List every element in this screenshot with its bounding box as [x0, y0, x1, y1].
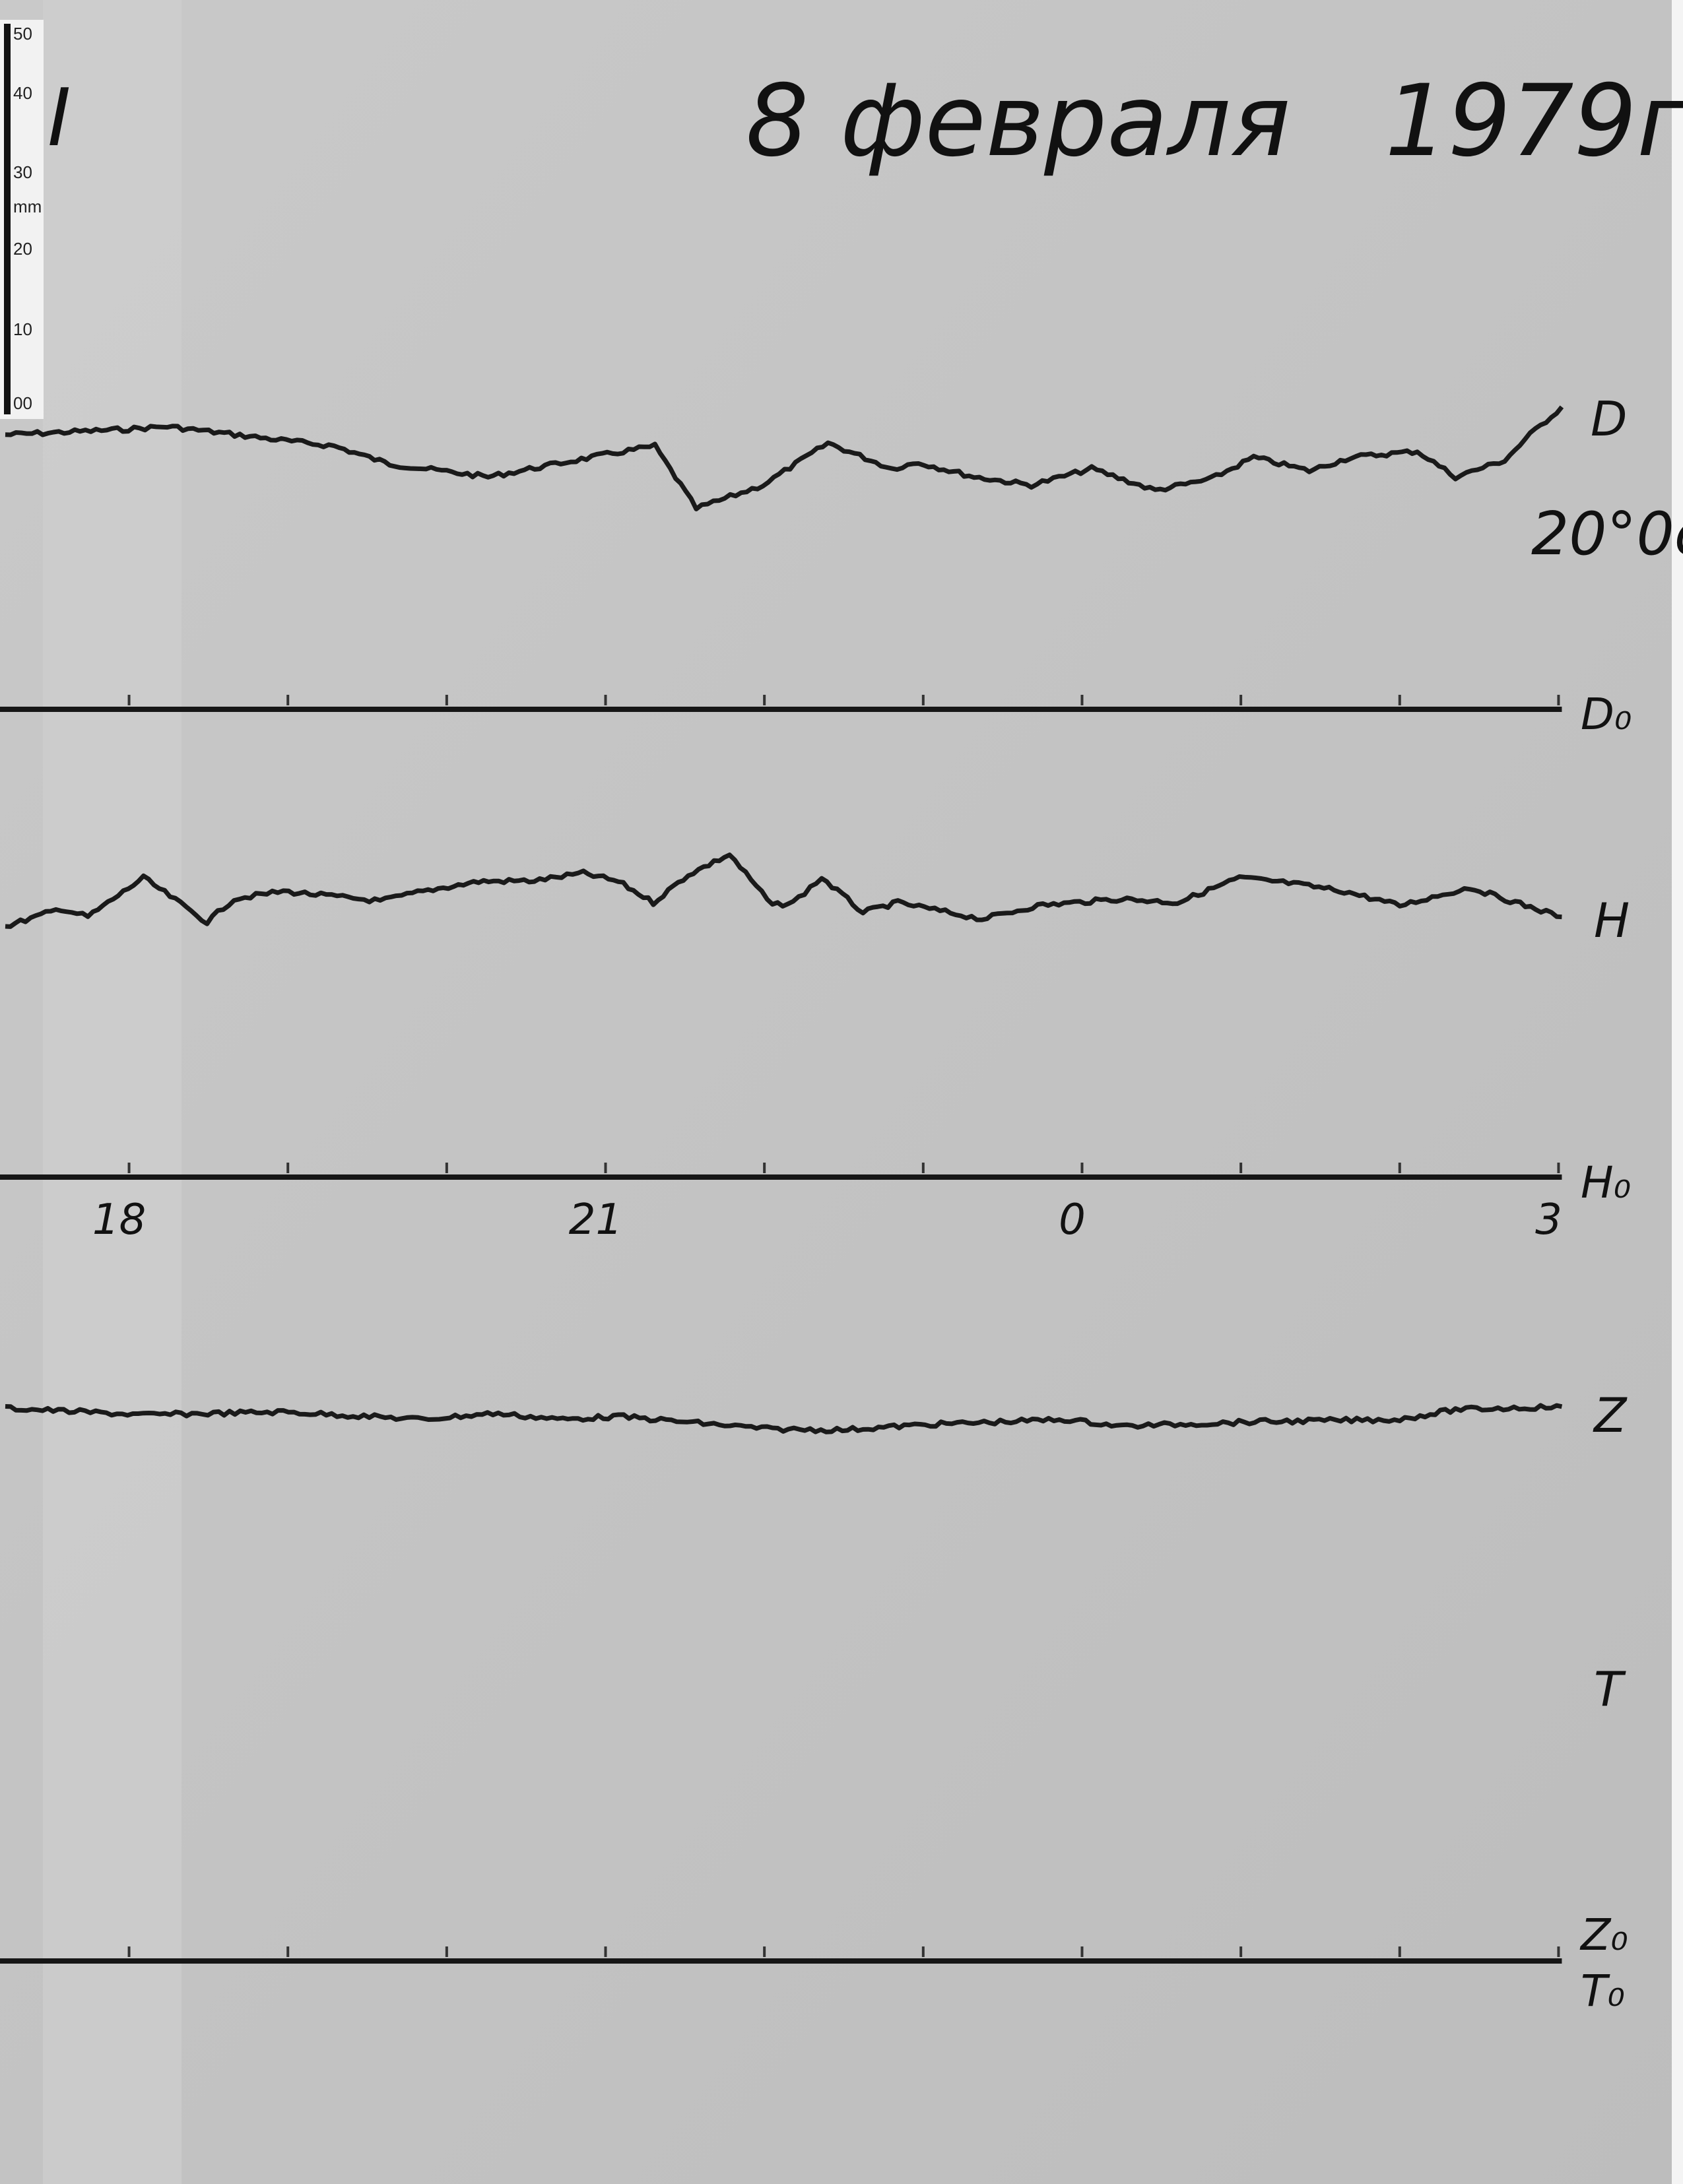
sheet-number: I	[48, 73, 71, 164]
series-label-d: D	[1591, 391, 1627, 447]
series-label-t: T	[1594, 1661, 1626, 1717]
hour-tick-label: 21	[569, 1196, 622, 1244]
hour-tick-label: 18	[92, 1196, 146, 1244]
ruler-label: mm	[13, 197, 42, 216]
baseline-label-h0: H₀	[1581, 1157, 1631, 1208]
ruler-label: 00	[13, 393, 32, 413]
mm-ruler: 50 40 30 mm 20 10 00	[0, 20, 44, 419]
series-label-z: Z	[1593, 1388, 1628, 1443]
trace-d	[5, 405, 1564, 511]
ruler-label: 50	[13, 24, 32, 44]
ruler-label: 40	[13, 83, 32, 103]
ruler-label: 10	[13, 319, 32, 339]
baseline-label-z0: Z₀	[1579, 1910, 1628, 1960]
ruler-label: 30	[13, 162, 32, 182]
series-label-h: H	[1594, 893, 1630, 948]
hour-tick-label: 3	[1535, 1196, 1562, 1244]
paper-light-strip	[43, 0, 182, 2184]
temperature-annotation: 20°0c	[1531, 499, 1683, 569]
trace-z	[5, 1403, 1563, 1434]
trace-h	[5, 852, 1562, 929]
baseline-label-t0: T₀	[1581, 1966, 1625, 2016]
paper-right-margin	[1672, 0, 1683, 2184]
ruler-label: 20	[13, 239, 32, 259]
hour-tick-label: 0	[1059, 1196, 1086, 1244]
date-title: 8 февраля 1979г.	[746, 64, 1683, 179]
baseline-label-d0: D₀	[1581, 689, 1632, 740]
